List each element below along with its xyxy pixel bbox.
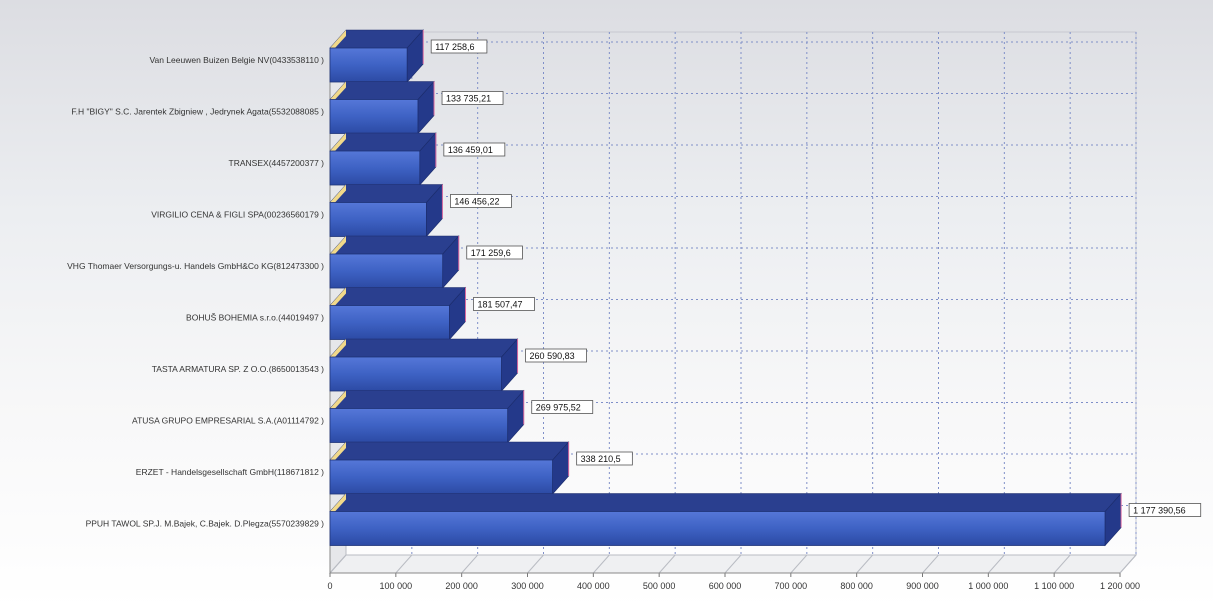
value-label: 146 456,22 [454, 197, 499, 207]
category-label: F.H "BIGY" S.C. Jarentek Zbigniew , Jedr… [71, 107, 324, 117]
bar-front-face [329, 150, 421, 186]
bar-front-face [329, 305, 450, 340]
bar [329, 132, 437, 186]
bar-front-face [329, 253, 444, 289]
bar-start-cap [330, 81, 346, 100]
bar-front-face [329, 356, 502, 392]
floor-tick [329, 554, 347, 574]
value-label: 1 177 390,56 [1133, 506, 1186, 516]
value-label: 117 258,6 [435, 42, 474, 52]
value-label-box [473, 297, 535, 311]
bar-front-face [329, 459, 554, 495]
bar-front-face [329, 511, 1106, 546]
bar-top-face [329, 287, 467, 306]
bar [329, 441, 570, 495]
bar [329, 80, 435, 135]
bar-start-cap [330, 493, 346, 512]
x-tick-label: 1 200 000 [1100, 581, 1140, 591]
category-label: VIRGILIO CENA & FIGLI SPA(00236560179 ) [151, 210, 324, 220]
x-tick-label: 0 [327, 581, 332, 591]
value-label-box [531, 400, 594, 414]
bar [329, 389, 525, 444]
category-label: ERZET - Handelsgesellschaft GmbH(1186718… [136, 467, 324, 477]
x-tick-label: 300 000 [511, 581, 544, 591]
bar-top-face [329, 235, 460, 255]
floor-tick [922, 554, 939, 574]
value-label-box [443, 142, 506, 157]
value-label-box [525, 348, 587, 363]
value-label: 136 459,01 [448, 145, 493, 155]
x-tick-label: 800 000 [840, 581, 873, 591]
floor-tick [724, 554, 742, 574]
value-label-box [1128, 503, 1202, 517]
bar [329, 235, 460, 289]
bar-top-face [329, 338, 519, 358]
x-tick-label: 100 000 [380, 581, 413, 591]
bar-top-face [329, 390, 525, 409]
bar [329, 183, 444, 238]
x-tick-label: 200 000 [445, 581, 478, 591]
value-label: 181 507,47 [477, 300, 522, 310]
value-label-box [576, 451, 633, 466]
value-label: 260 590,83 [530, 351, 575, 361]
category-label: ATUSA GRUPO EMPRESARIAL S.A.(A01114792 ) [132, 416, 324, 426]
floor-tick [856, 554, 874, 574]
x-tick-label: 900 000 [906, 581, 939, 591]
bar-start-cap [330, 339, 346, 357]
x-tick-label: 600 000 [709, 581, 742, 591]
category-label: TRANSEX(4457200377 ) [229, 158, 325, 168]
x-tick-label: 700 000 [775, 581, 808, 591]
value-label-box [450, 194, 512, 208]
category-label: BOHUŠ BOHEMIA s.r.o.(44019497 ) [186, 313, 324, 323]
floor-tick [987, 554, 1005, 574]
bar-front-face [329, 202, 427, 237]
floor-tick [790, 554, 808, 574]
floor-tick [461, 554, 479, 574]
bar-front-face [329, 47, 408, 83]
floor-tick [527, 554, 544, 574]
bar-front-face [329, 99, 419, 134]
bar-start-cap [330, 442, 346, 460]
bar-start-cap [330, 184, 346, 203]
bar-top-face [329, 493, 1122, 512]
category-label: VHG Thomaer Versorgungs-u. Handels GmbH&… [67, 261, 324, 271]
x-tick-label: 1 000 000 [968, 581, 1008, 591]
value-label: 171 259,6 [471, 248, 511, 258]
value-label-box [441, 91, 504, 105]
value-label-box [466, 245, 523, 260]
floor-tick [1119, 554, 1137, 574]
bar-start-cap [330, 133, 346, 151]
bar [329, 29, 424, 83]
bar [329, 492, 1122, 547]
bar-start-cap [330, 236, 346, 254]
category-label: Van Leeuwen Buizen Belgie NV(0433538110 … [149, 55, 324, 65]
floor-tick [1053, 554, 1071, 574]
category-label: PPUH TAWOL SP.J. M.Bajek, C.Bajek. D.Ple… [86, 519, 325, 529]
value-label-box [430, 39, 488, 54]
value-label: 133 735,21 [446, 94, 491, 104]
bar-front-face [329, 408, 509, 443]
value-label: 269 975,52 [536, 403, 581, 413]
x-tick-label: 500 000 [643, 581, 676, 591]
x-tick-label: 400 000 [577, 581, 610, 591]
category-label: TASTA ARMATURA SP. Z O.O.(8650013543 ) [152, 364, 324, 374]
floor-tick [592, 554, 610, 574]
bar-start-cap [330, 30, 346, 48]
floor-tick [658, 554, 676, 574]
bar-top-face [329, 441, 570, 461]
bar-top-face [329, 184, 444, 203]
bar-start-cap [330, 390, 346, 409]
bar-start-cap [330, 287, 346, 306]
x-tick-label: 1 100 000 [1034, 581, 1074, 591]
bar [329, 286, 467, 341]
bar [329, 338, 519, 392]
floor-tick [395, 554, 413, 574]
value-label: 338 210,5 [581, 454, 621, 464]
